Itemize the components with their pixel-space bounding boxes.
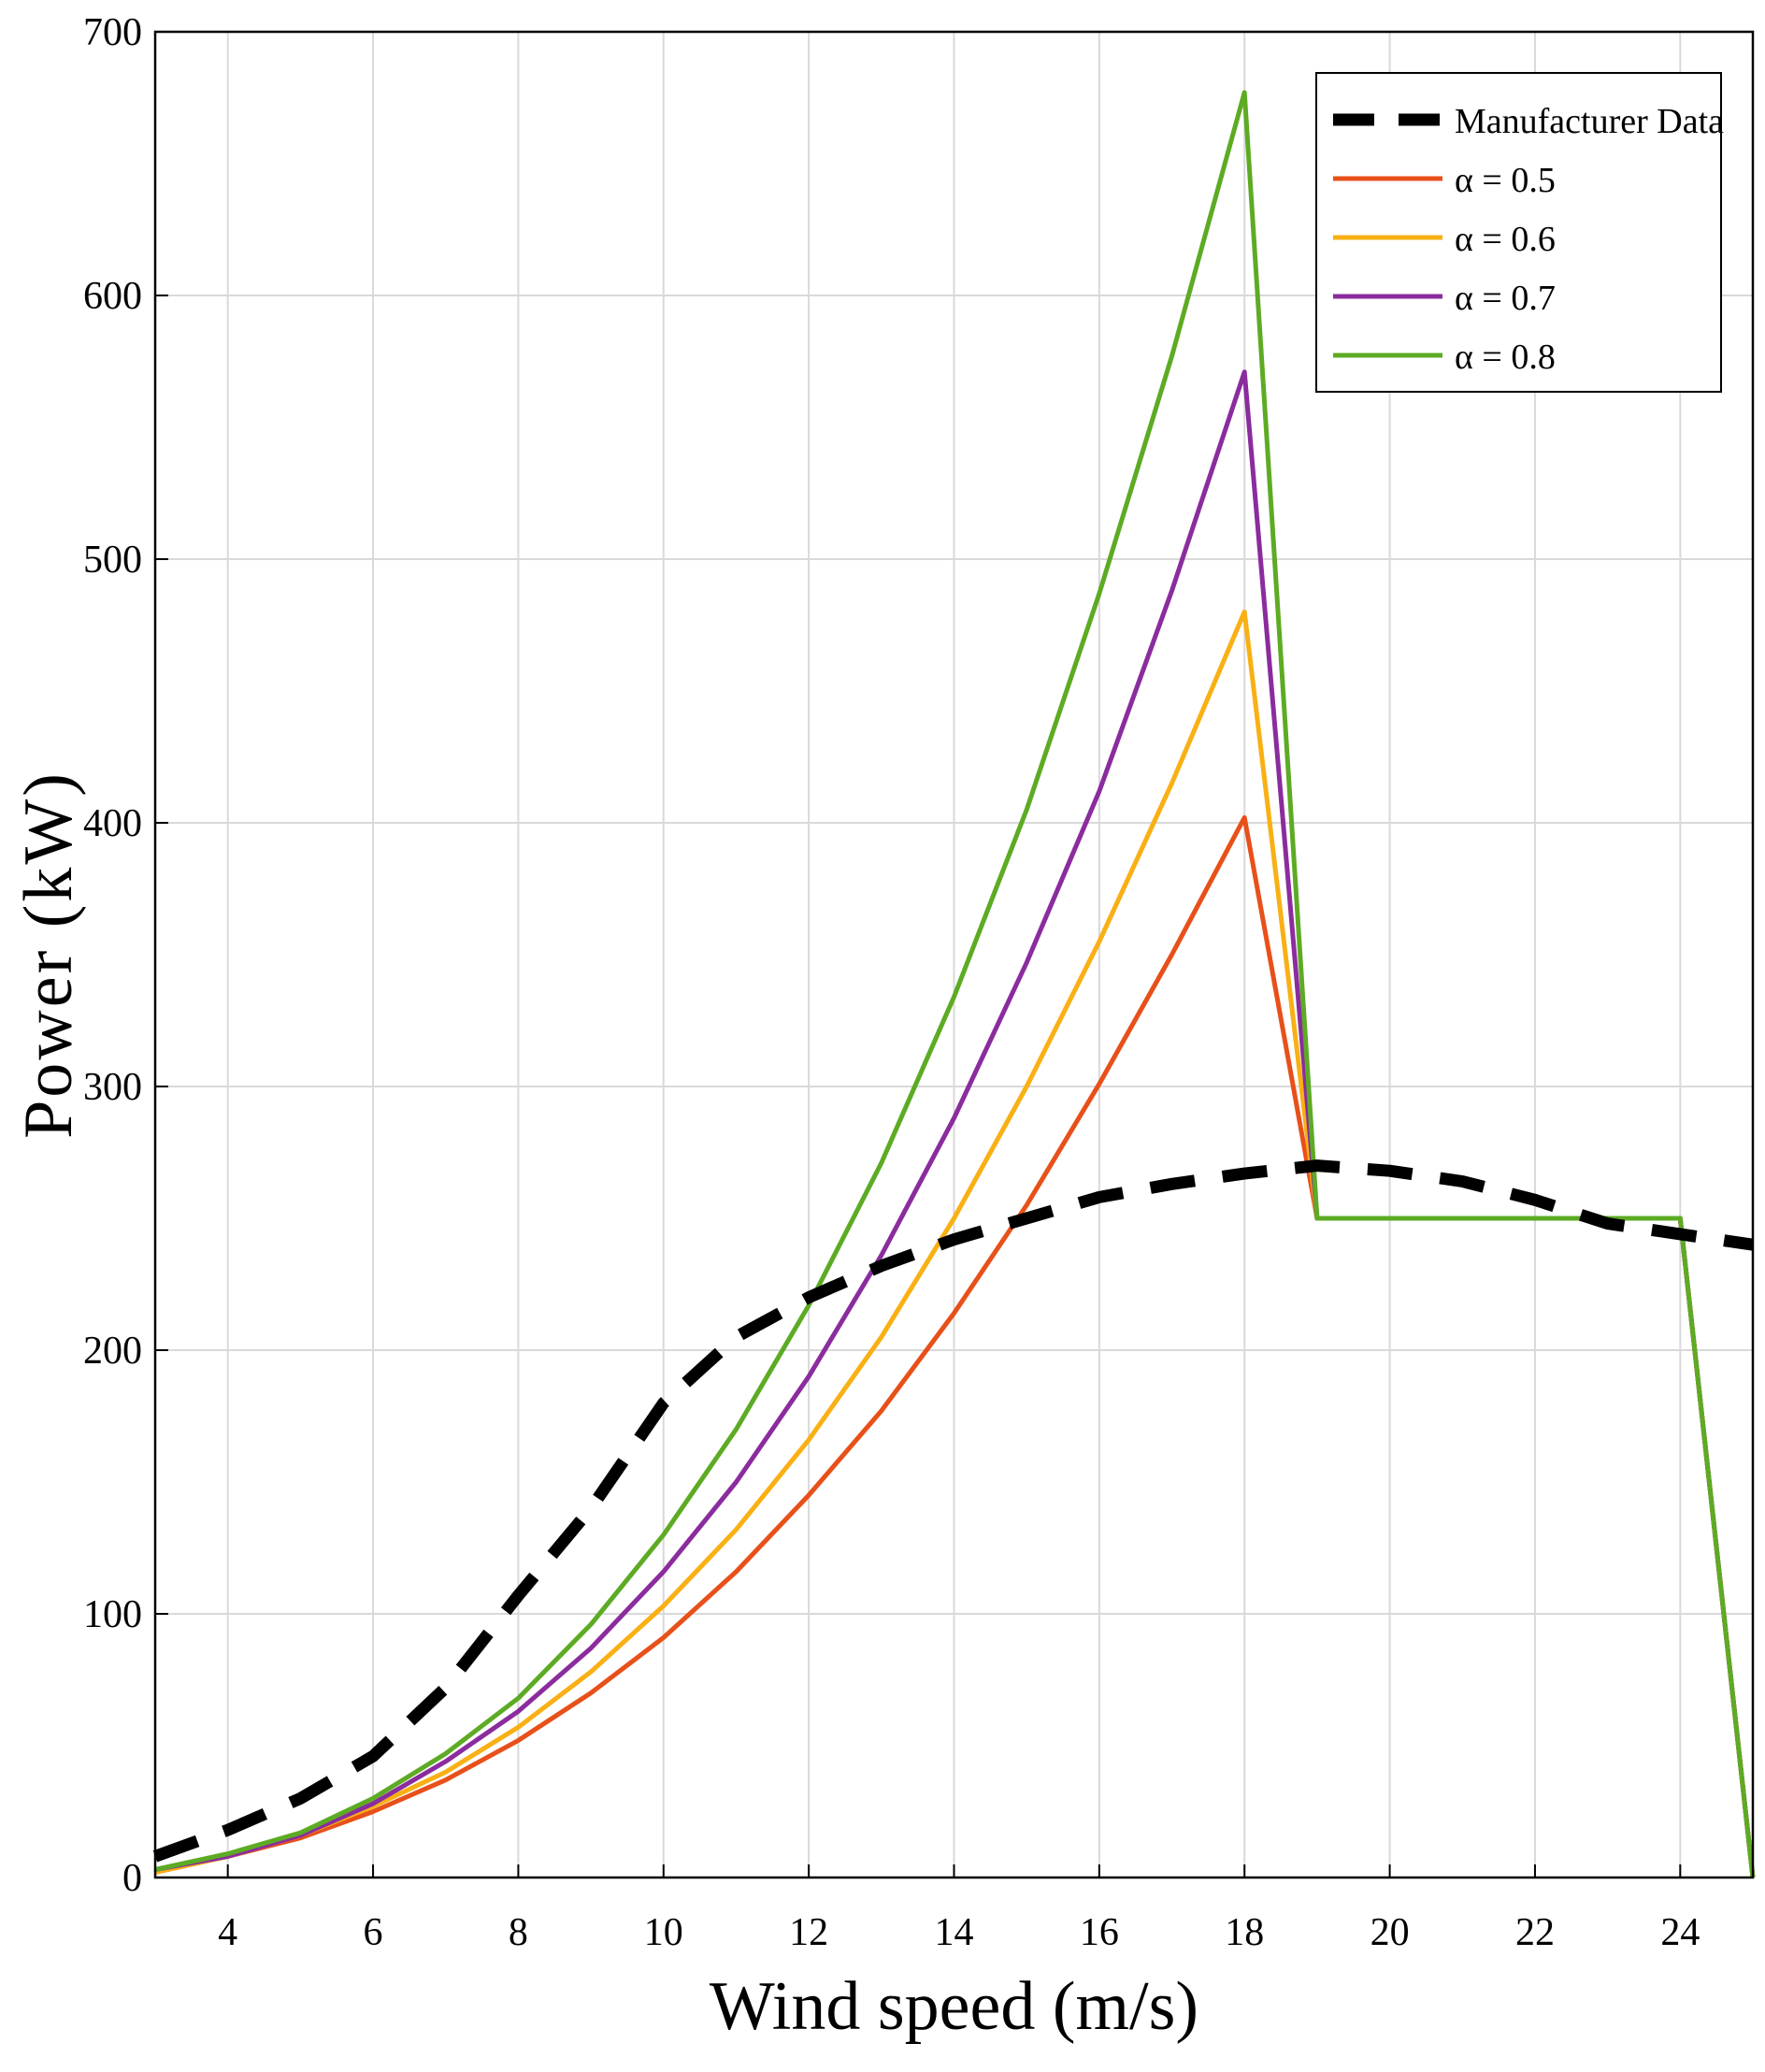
x-tick-label-3: 10 bbox=[644, 1911, 683, 1954]
legend-label-0: Manufacturer Data bbox=[1455, 102, 1724, 141]
x-tick-label-5: 14 bbox=[935, 1911, 974, 1954]
series-line-4 bbox=[154, 90, 1756, 1878]
legend: Manufacturer Data α = 0.5 α = 0.6 α = 0.7 α … bbox=[1315, 72, 1724, 393]
x-tick-label-10: 24 bbox=[1660, 1911, 1700, 1954]
y-tick-label-7: 700 bbox=[83, 11, 142, 54]
series-line-0 bbox=[152, 1159, 1754, 1863]
y-tick-label-6: 600 bbox=[83, 275, 142, 318]
y-tick-label-1: 100 bbox=[83, 1593, 142, 1636]
y-tick-label-4: 400 bbox=[83, 802, 142, 845]
legend-label-4: α = 0.8 bbox=[1455, 338, 1556, 377]
x-tick-label-2: 8 bbox=[509, 1911, 528, 1954]
x-tick-label-0: 4 bbox=[218, 1911, 237, 1954]
y-tick-label-3: 300 bbox=[83, 1066, 142, 1109]
x-tick-label-1: 6 bbox=[364, 1911, 383, 1954]
x-axis-label: Wind speed (m/s) bbox=[710, 1968, 1198, 2045]
series-group bbox=[152, 90, 1756, 1878]
y-tick-label-2: 200 bbox=[83, 1330, 142, 1373]
legend-label-2: α = 0.6 bbox=[1455, 220, 1556, 259]
x-tick-label-8: 20 bbox=[1370, 1911, 1410, 1954]
tick-labels: 4 6 8 10 12 14 16 18 20 22 24 0 100 200 300 400 500 600 70… bbox=[83, 11, 1700, 1954]
legend-label-3: α = 0.7 bbox=[1455, 279, 1556, 318]
x-tick-label-7: 18 bbox=[1225, 1911, 1264, 1954]
legend-box bbox=[1315, 72, 1722, 393]
x-tick-label-4: 12 bbox=[789, 1911, 828, 1954]
y-tick-label-0: 0 bbox=[122, 1857, 142, 1900]
legend-label-1: α = 0.5 bbox=[1455, 161, 1556, 200]
x-tick-label-6: 16 bbox=[1080, 1911, 1119, 1954]
x-tick-label-9: 22 bbox=[1515, 1911, 1555, 1954]
y-tick-label-5: 500 bbox=[83, 539, 142, 582]
y-axis-label: Power (kW) bbox=[10, 770, 87, 1139]
